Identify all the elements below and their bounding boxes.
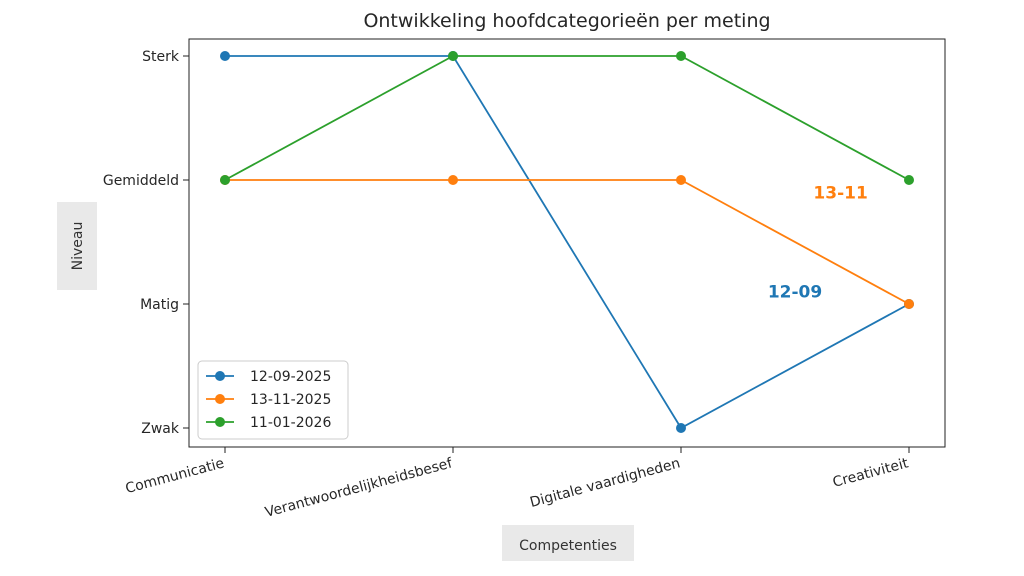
series-line-11-01-2026 [224, 55, 910, 181]
x-axis-label: Competenties [519, 538, 617, 554]
data-point [676, 423, 686, 433]
y-axis-label: Niveau [70, 222, 86, 271]
x-tick-label: Verantwoordelijkheidsbesef [263, 455, 455, 521]
y-tick-label: Gemiddeld [103, 173, 179, 189]
data-point [220, 175, 230, 185]
x-tick-label: Communicatie [124, 455, 226, 497]
x-tick-label: Creativiteit [831, 455, 910, 491]
annotation-label: 12-09 [768, 283, 822, 303]
data-point [904, 175, 914, 185]
y-tick-label: Sterk [142, 49, 180, 65]
legend-entry-label: 12-09-2025 [250, 369, 331, 385]
xlabel-background [502, 525, 634, 561]
legend-marker [215, 371, 225, 381]
series-line-12-09-2025 [225, 55, 910, 430]
data-point [220, 51, 230, 61]
ylabel-background [57, 202, 97, 290]
legend-box [197, 360, 349, 440]
data-point [676, 51, 686, 61]
plot-frame [188, 38, 946, 448]
x-tick-label: Digitale vaardigheden [528, 455, 682, 511]
y-tick-label: Matig [140, 297, 179, 313]
y-tick-label: Zwak [141, 421, 180, 437]
legend-entry-label: 11-01-2026 [250, 415, 331, 431]
legend-marker [215, 417, 225, 427]
data-point [448, 51, 458, 61]
chart-title: Ontwikkeling hoofdcategorieën per meting [363, 10, 770, 32]
series-line-13-11-2025 [225, 179, 910, 305]
legend: 12-09-2025 13-11-2025 11-01-2026 [197, 360, 349, 440]
data-point [676, 175, 686, 185]
annotation-label: 13-11 [813, 183, 867, 203]
data-point [904, 299, 914, 309]
legend-entry-label: 13-11-2025 [250, 392, 331, 408]
legend-marker [215, 394, 225, 404]
data-point [448, 175, 458, 185]
